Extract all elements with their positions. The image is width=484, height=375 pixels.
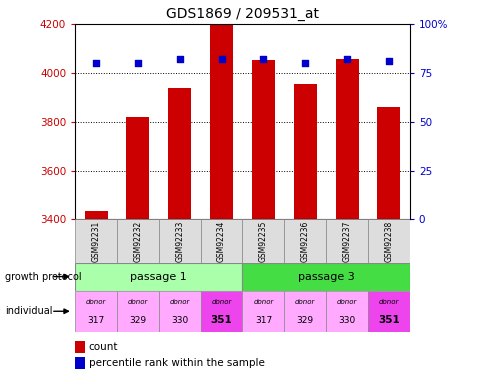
Point	[384, 58, 392, 64]
Text: 330: 330	[171, 316, 188, 325]
Bar	[200, 291, 242, 332]
Text: GSM92231: GSM92231	[91, 220, 100, 262]
Text: 351: 351	[377, 315, 399, 326]
Point	[343, 57, 350, 63]
Text: percentile rank within the sample: percentile rank within the sample	[89, 358, 264, 368]
Bar	[367, 291, 409, 332]
Title: GDS1869 / 209531_at: GDS1869 / 209531_at	[166, 7, 318, 21]
Text: donor: donor	[211, 299, 231, 305]
Bar	[284, 291, 325, 332]
Text: passage 1: passage 1	[130, 272, 187, 282]
Bar	[126, 117, 149, 219]
Bar	[251, 60, 274, 219]
Text: GSM92237: GSM92237	[342, 220, 351, 262]
Text: 317: 317	[254, 316, 272, 325]
Bar	[284, 219, 325, 262]
Text: GSM92235: GSM92235	[258, 220, 267, 262]
Text: individual: individual	[5, 306, 52, 316]
Bar	[200, 219, 242, 262]
Text: donor: donor	[378, 299, 398, 305]
Text: GSM92233: GSM92233	[175, 220, 184, 262]
Point	[92, 60, 100, 66]
Bar	[325, 291, 367, 332]
Point	[217, 57, 225, 63]
Text: donor: donor	[253, 299, 273, 305]
Text: donor: donor	[127, 299, 148, 305]
Bar	[242, 262, 409, 291]
Bar	[168, 88, 191, 219]
Bar	[325, 219, 367, 262]
Bar	[117, 291, 158, 332]
Bar	[210, 24, 233, 219]
Bar	[75, 262, 242, 291]
Point	[301, 60, 308, 66]
Bar	[377, 107, 400, 219]
Bar	[335, 58, 358, 219]
Bar	[293, 84, 316, 219]
Text: 317: 317	[87, 316, 105, 325]
Text: 329: 329	[296, 316, 313, 325]
Bar	[75, 341, 85, 352]
Text: donor: donor	[86, 299, 106, 305]
Bar	[75, 219, 117, 262]
Text: GSM92238: GSM92238	[384, 220, 393, 262]
Text: passage 3: passage 3	[297, 272, 354, 282]
Text: donor: donor	[294, 299, 315, 305]
Text: 330: 330	[338, 316, 355, 325]
Point	[259, 57, 267, 63]
Text: growth protocol: growth protocol	[5, 272, 81, 282]
Text: donor: donor	[169, 299, 190, 305]
Bar	[242, 291, 284, 332]
Bar	[158, 291, 200, 332]
Bar	[117, 219, 158, 262]
Point	[134, 60, 141, 66]
Text: GSM92236: GSM92236	[300, 220, 309, 262]
Bar	[242, 219, 284, 262]
Text: GSM92232: GSM92232	[133, 220, 142, 262]
Text: donor: donor	[336, 299, 357, 305]
Text: 329: 329	[129, 316, 146, 325]
Bar	[84, 211, 107, 219]
Bar	[158, 219, 200, 262]
Text: GSM92234: GSM92234	[217, 220, 226, 262]
Bar	[75, 291, 117, 332]
Bar	[367, 219, 409, 262]
Text: 351: 351	[210, 315, 232, 326]
Bar	[75, 357, 85, 369]
Text: count: count	[89, 342, 118, 352]
Point	[176, 57, 183, 63]
